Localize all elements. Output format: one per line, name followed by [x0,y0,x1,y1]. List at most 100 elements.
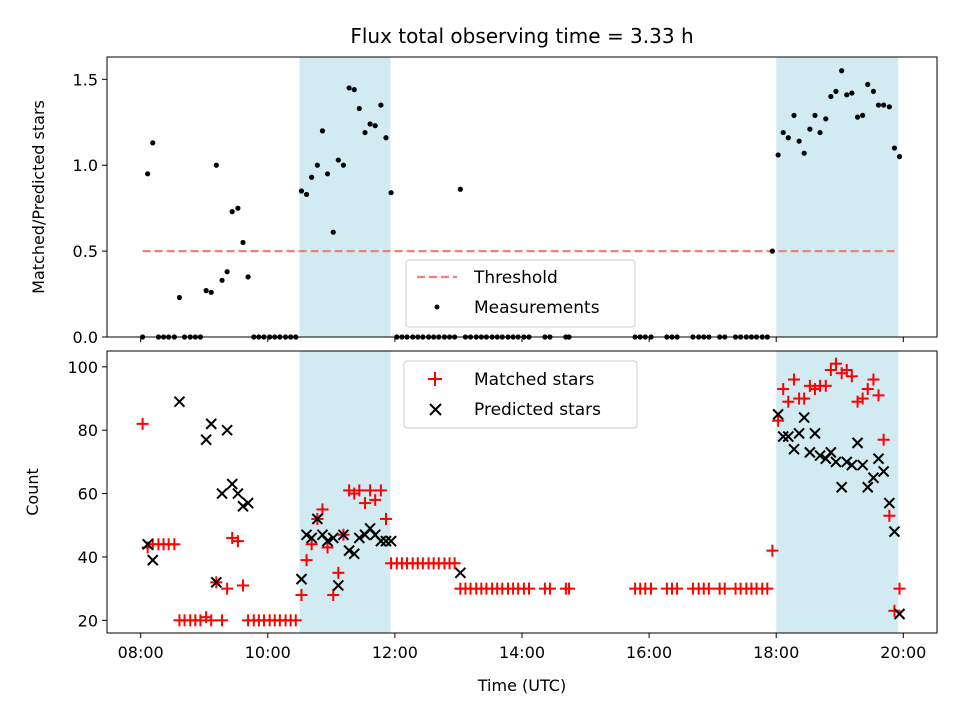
legend-predicted-swatch [429,403,442,416]
predicted-star-point [798,411,810,424]
x-tick-label: 12:00 [372,643,418,662]
predicted-star-point [851,437,864,449]
matched-star-point [374,484,387,497]
matched-star-point [563,582,576,595]
matched-star-point [136,417,149,430]
predicted-star-point [888,525,901,538]
measurement-point [219,277,225,283]
y-tick-label: 1.0 [73,156,98,175]
measurement-point [235,205,241,211]
matched-star-point [205,614,218,627]
predicted-star-point [454,567,467,579]
matched-star-point [872,389,885,402]
measurement-point [383,135,389,141]
observing-interval-shade [776,57,899,337]
measurement-point [870,88,877,94]
matched-star-point [221,582,234,595]
x-tick-label: 18:00 [753,643,799,662]
matched-star-point [840,364,853,377]
measurement-point [886,104,892,110]
measurement-point [769,248,775,254]
measurement-point [367,121,373,127]
predicted-star-point [173,395,186,408]
measurement-point [891,145,898,151]
count-ylabel: Count [23,468,42,516]
matched-star-point [216,614,229,627]
measurement-point [240,239,246,246]
matched-star-point [824,364,837,377]
matched-star-point [777,383,790,396]
count-legend: Matched stars Predicted stars [403,360,638,429]
matched-star-point [448,557,461,570]
measurement-point [896,154,903,160]
predicted-star-point [375,535,387,547]
predicted-star-point [846,459,858,471]
predicted-star-point [300,529,313,541]
predicted-star-point [380,535,392,547]
predicted-star-point [883,497,896,509]
predicted-star-point [867,472,880,484]
predicted-star-point [782,430,794,443]
measurement-point [828,93,834,100]
measurement-point [378,102,384,108]
matched-star-point [231,535,244,548]
measurement-point [801,150,807,156]
matched-star-point [772,414,785,427]
measurement-point [388,190,394,196]
matched-star-point [237,579,250,592]
predicted-star-point [232,487,244,500]
matched-star-point [645,582,658,595]
measurement-point [796,138,802,144]
matched-star-point [543,582,556,595]
measurement-point [224,269,230,275]
matched-star-point [364,484,377,497]
observing-interval-shade [299,57,391,337]
legend-threshold-label: Threshold [473,268,558,288]
predicted-star-point [893,608,906,620]
matched-star-point [893,582,906,595]
measurement-point [314,162,320,168]
predicted-star-point [830,456,842,468]
predicted-star-point [841,456,853,468]
matched-star-point [867,373,880,386]
predicted-star-point [205,418,217,430]
measurement-point [203,288,209,294]
predicted-star-point [226,478,238,490]
measurement-point [319,128,326,134]
measurement-point [324,171,331,177]
y-tick-label: 20 [78,611,98,630]
predicted-star-point [337,529,350,541]
count-panel: 20 40 60 80 100 08:00 10:00 12:00 14:00 16:00 18:… [23,350,938,695]
predicted-star-point [788,443,800,455]
predicted-star-point [872,453,885,465]
measurement-point [844,92,850,98]
x-tick-label: 14:00 [499,643,545,662]
matched-star-point [327,588,340,601]
predicted-star-point [295,573,308,585]
ratio-panel: 0.0 0.5 1.0 1.5 Matched/Predicted stars Thr… [29,56,938,347]
legend-predicted-label: Predicted stars [474,400,601,420]
predicted-star-point [141,538,154,550]
matched-star-point [766,544,779,557]
predicted-star-point [237,500,249,512]
measurement-point [150,140,156,146]
measurement-point [865,81,871,88]
predicted-star-point [877,465,890,478]
predicted-star-point [804,446,816,459]
matched-star-point [819,379,832,392]
x-tick-label: 16:00 [626,643,672,662]
y-tick-label: 80 [78,421,98,440]
measurement-point [875,102,882,108]
predicted-star-point [835,481,848,493]
matched-star-point [883,509,896,522]
measurement-point [346,85,352,91]
measurement-point [176,294,183,301]
legend-matched-label: Matched stars [474,370,594,390]
predicted-star-point [242,497,254,509]
predicted-star-point [147,554,159,566]
measurement-point [335,157,341,163]
matched-star-point [359,497,372,510]
measurement-point [309,174,315,180]
predicted-star-point [825,446,837,459]
